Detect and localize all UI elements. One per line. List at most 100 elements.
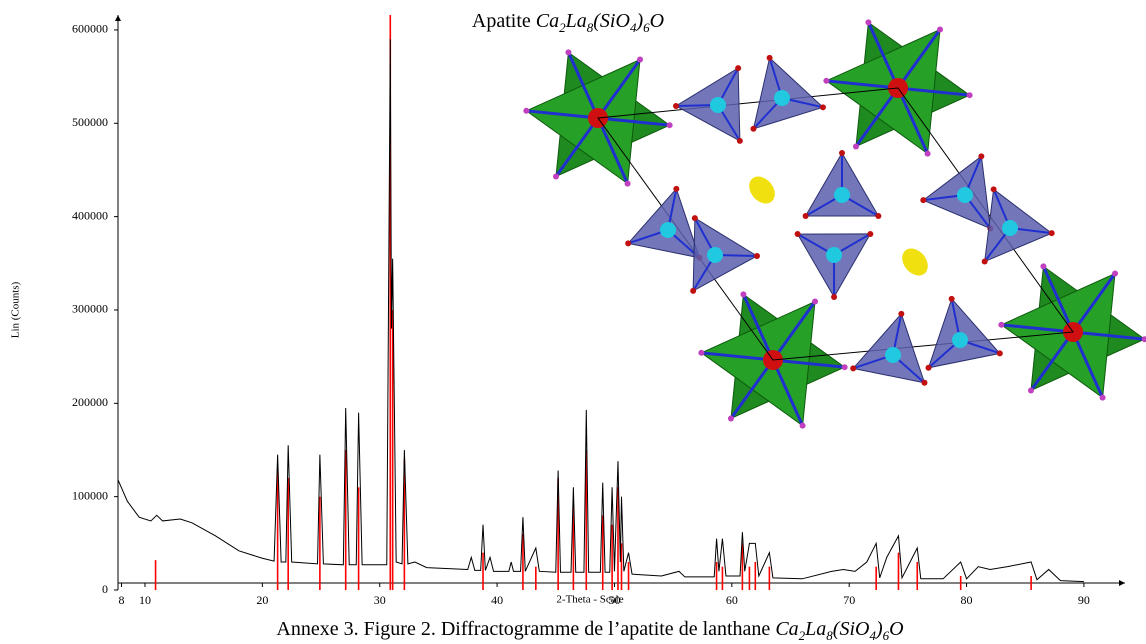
bond (867, 21, 900, 89)
bond (896, 87, 929, 155)
atom (1002, 220, 1018, 236)
bond (826, 79, 899, 90)
atom (1112, 270, 1119, 277)
x-tick-label: 70 (843, 593, 855, 607)
y-tick-label: 600000 (72, 22, 108, 36)
x-tick-label: 30 (374, 593, 386, 607)
atom (998, 321, 1005, 328)
bond (1072, 330, 1145, 341)
bond (567, 51, 600, 119)
bond (596, 58, 642, 119)
x-tick-label: 20 (256, 593, 268, 607)
bond (1071, 331, 1104, 399)
atom (1027, 387, 1034, 394)
atom (990, 186, 997, 193)
y-tick-label: 0 (102, 582, 108, 596)
atom (799, 422, 806, 429)
atom (637, 56, 644, 63)
atom (710, 97, 726, 113)
atom (565, 49, 572, 56)
atom (948, 295, 955, 302)
x-axis-arrow (1119, 580, 1125, 586)
atom (794, 231, 801, 238)
y-tick-label: 100000 (72, 488, 108, 502)
y-tick-label: 200000 (72, 395, 108, 409)
atom (1099, 394, 1106, 401)
bond (1042, 265, 1075, 333)
atom (834, 187, 850, 203)
atom (875, 213, 882, 219)
x-tick-label: 40 (491, 593, 503, 607)
bond (854, 87, 900, 148)
atom (885, 347, 901, 363)
x-tick-label: 10 (139, 593, 151, 607)
y-tick-label: 500000 (72, 115, 108, 129)
atom (865, 19, 872, 26)
atom (673, 102, 680, 109)
atom (523, 107, 530, 114)
atom (826, 247, 842, 263)
y-tick-label: 400000 (72, 208, 108, 222)
atom (736, 137, 743, 144)
atom (624, 180, 631, 187)
atom (698, 349, 705, 356)
atom (666, 122, 673, 129)
x-tick-label: 60 (726, 593, 738, 607)
atom (802, 213, 809, 219)
x-tick-label: 50 (608, 593, 620, 607)
atom (673, 185, 680, 192)
bond (597, 116, 670, 127)
bond (772, 358, 845, 369)
atom (852, 143, 859, 150)
atom (867, 230, 874, 237)
atom (966, 92, 973, 99)
y-axis-label: Lin (Counts) (10, 281, 22, 338)
crystal-structure (523, 19, 1146, 429)
atom (812, 298, 819, 305)
atom (1141, 336, 1146, 343)
bond (526, 109, 599, 120)
atom (660, 222, 676, 238)
bond (771, 359, 804, 427)
atom (766, 54, 773, 61)
diffraction-line (117, 39, 1084, 583)
atom (1040, 263, 1047, 270)
atom (981, 258, 988, 265)
atom (921, 379, 928, 386)
atom (839, 150, 845, 156)
atom (691, 215, 698, 222)
bond (771, 300, 817, 361)
bond (897, 86, 970, 97)
x-axis-label: 2-Theta - Scale (556, 594, 623, 606)
atom (740, 291, 747, 298)
atom (690, 287, 697, 294)
atom (978, 153, 985, 160)
atom (749, 176, 775, 204)
bond (1071, 272, 1117, 333)
atom (952, 332, 968, 348)
atom (1048, 230, 1055, 237)
tetrahedron (922, 155, 991, 230)
x-tick-label: 80 (961, 593, 973, 607)
bond (554, 117, 600, 178)
atom (920, 197, 927, 204)
atom (831, 293, 838, 300)
atom (924, 150, 931, 157)
atom (957, 187, 973, 203)
bond (742, 293, 775, 361)
y-tick-label: 300000 (72, 302, 108, 316)
atom (823, 77, 830, 84)
atom (707, 247, 723, 263)
bond (1001, 323, 1074, 334)
atom (625, 240, 632, 247)
atom (850, 365, 857, 372)
atom (727, 415, 734, 422)
atom (753, 252, 760, 259)
atom (819, 104, 826, 111)
bond (596, 117, 629, 185)
atom (898, 310, 905, 317)
atom (552, 173, 559, 180)
atom (841, 364, 848, 371)
tetrahedron (984, 188, 1053, 263)
